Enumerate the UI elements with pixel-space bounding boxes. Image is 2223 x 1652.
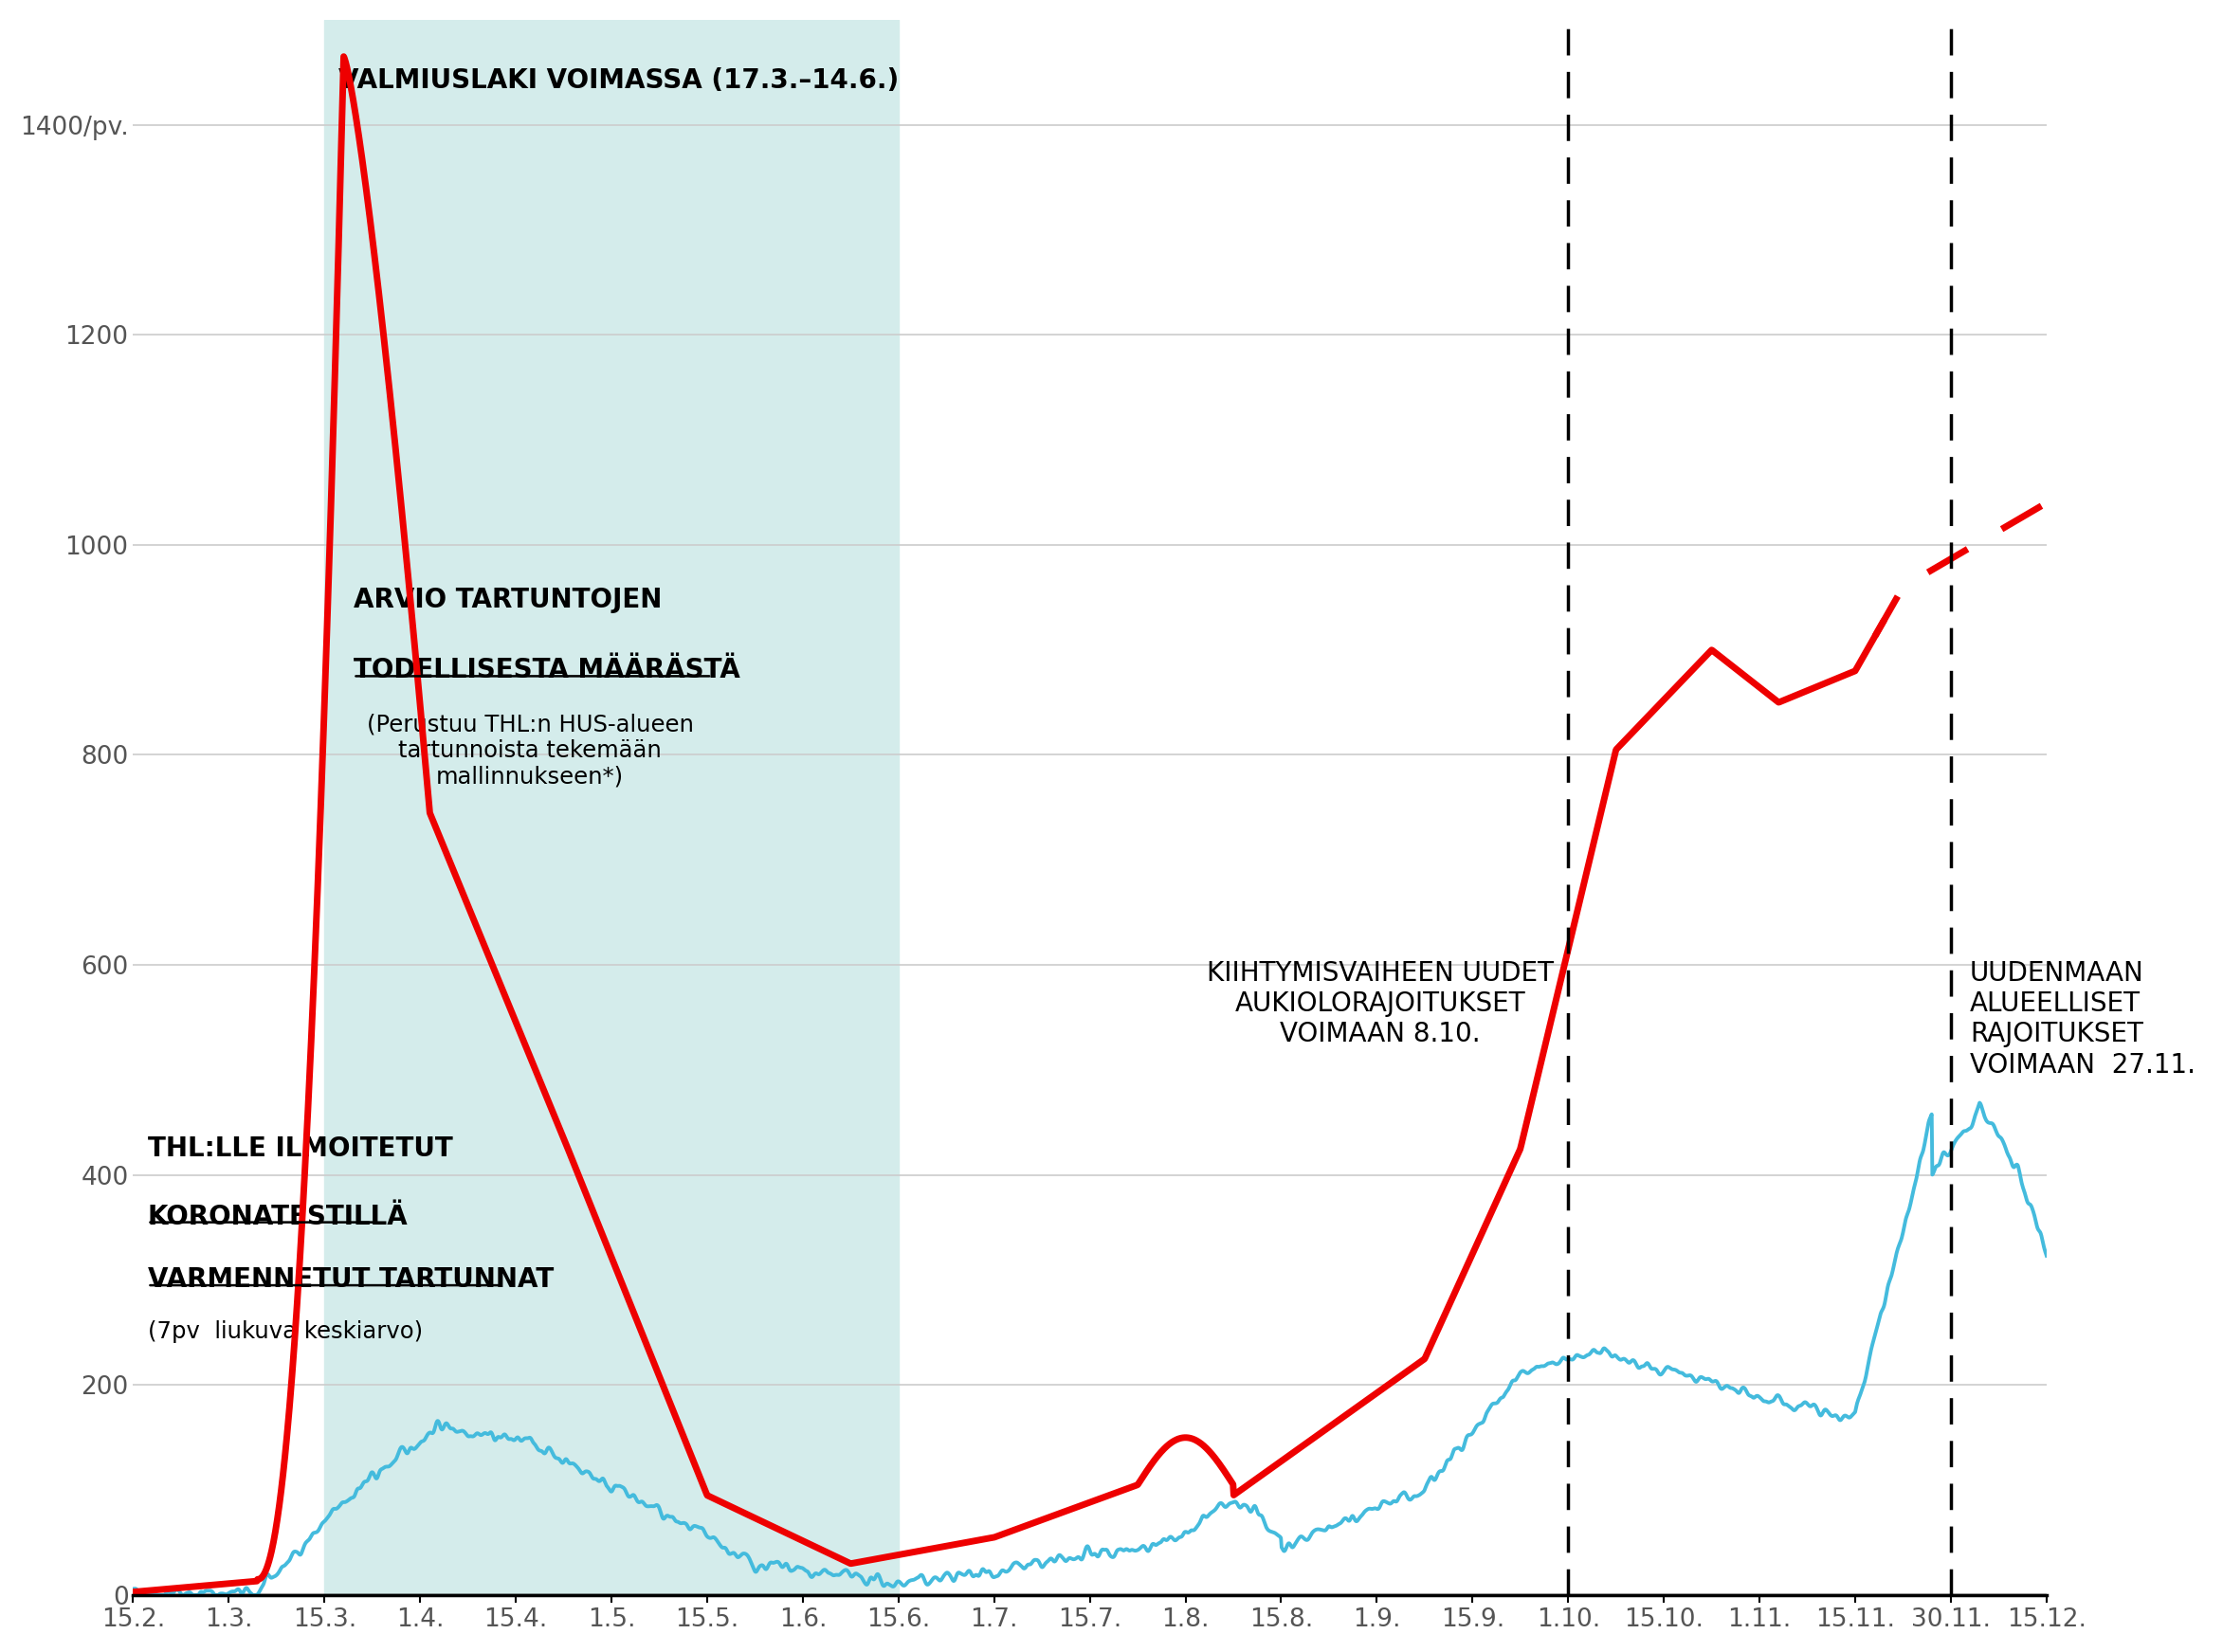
Text: KIIHTYMISVAIHEEN UUDET
AUKIOLORAJOITUKSET
VOIMAAN 8.10.: KIIHTYMISVAIHEEN UUDET AUKIOLORAJOITUKSE… xyxy=(1207,960,1554,1047)
Text: UUDENMAAN
ALUEELLISET
RAJOITUKSET
VOIMAAN  27.11.: UUDENMAAN ALUEELLISET RAJOITUKSET VOIMAA… xyxy=(1970,960,2196,1079)
Text: TODELLISESTA MÄÄRÄSTÄ: TODELLISESTA MÄÄRÄSTÄ xyxy=(353,657,740,684)
Text: KORONATESTILLÄ: KORONATESTILLÄ xyxy=(147,1203,407,1229)
Text: VARMENNETUT TARTUNNAT: VARMENNETUT TARTUNNAT xyxy=(147,1267,554,1294)
Bar xyxy=(325,20,898,1596)
Text: VALMIUSLAKI VOIMASSA (17.3.–14.6.): VALMIUSLAKI VOIMASSA (17.3.–14.6.) xyxy=(338,68,900,94)
Text: (7pv  liukuva keskiarvo): (7pv liukuva keskiarvo) xyxy=(147,1320,422,1343)
Text: ARVIO TARTUNTOJEN: ARVIO TARTUNTOJEN xyxy=(353,586,662,613)
Text: THL:LLE ILMOITETUT: THL:LLE ILMOITETUT xyxy=(147,1135,453,1161)
Text: (Perustuu THL:n HUS-alueen
tartunnoista tekemään
mallinnukseen*): (Perustuu THL:n HUS-alueen tartunnoista … xyxy=(367,714,694,788)
